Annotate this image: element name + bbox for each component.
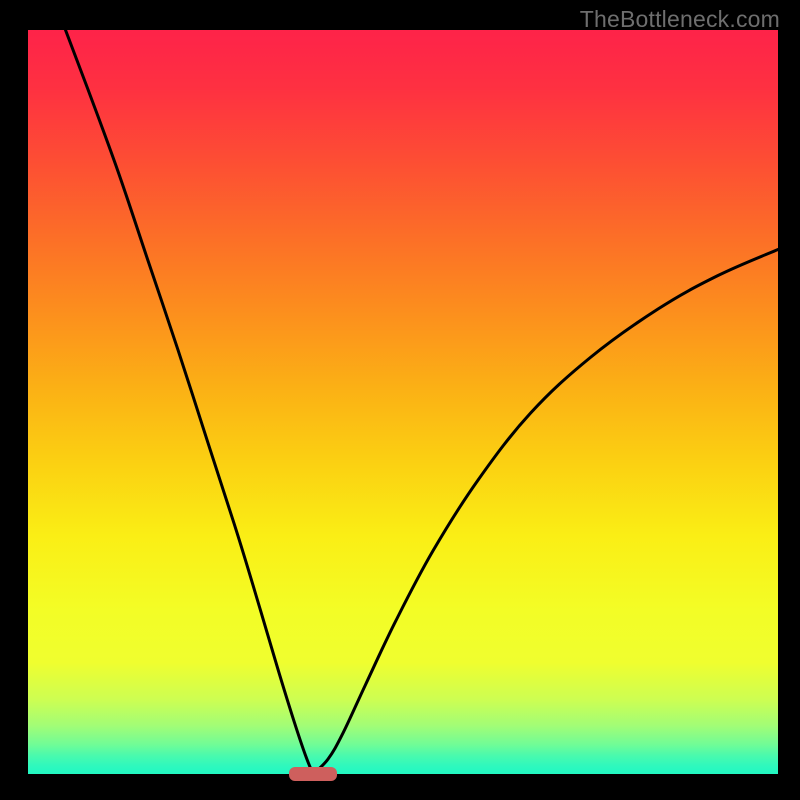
watermark-text: TheBottleneck.com [580, 6, 780, 33]
bottleneck-curve [28, 30, 778, 774]
optimum-marker [289, 767, 338, 782]
plot-area [28, 30, 778, 774]
